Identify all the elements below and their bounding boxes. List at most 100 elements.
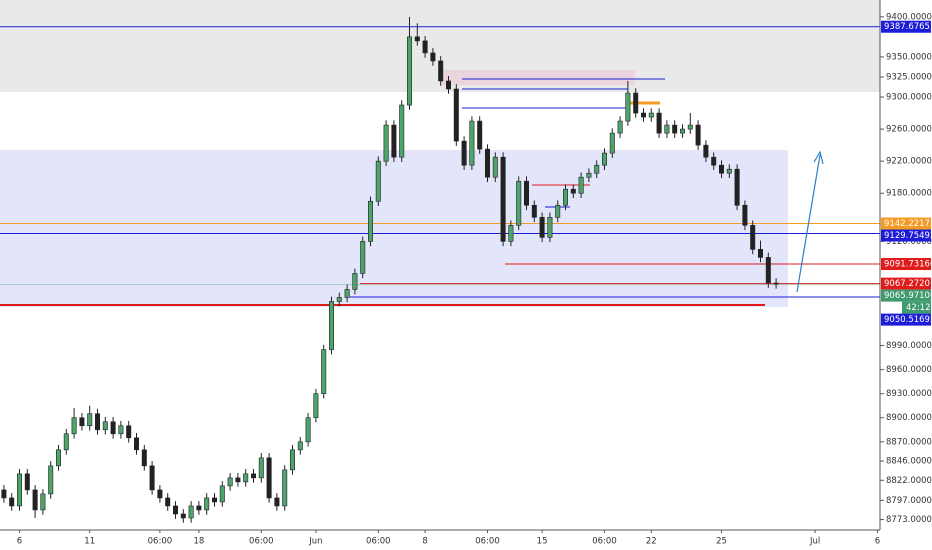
candle-body — [227, 477, 233, 487]
y-tick-label: 9220.00000 — [886, 157, 932, 167]
candle-body — [438, 60, 444, 82]
candle-body — [274, 497, 280, 507]
level-label-box — [881, 20, 931, 33]
candle-body — [594, 164, 600, 174]
candle-body — [63, 433, 69, 451]
candle-body — [141, 449, 147, 467]
candle-body — [391, 124, 397, 158]
candle-body — [48, 465, 54, 495]
y-tick-label: 8870.00000 — [886, 437, 932, 447]
level-label: 9142.22173 — [884, 219, 932, 229]
candle-body — [251, 473, 257, 479]
candle-body — [352, 273, 358, 290]
candle-body — [734, 168, 740, 206]
candle-body — [180, 513, 186, 519]
candle-body — [235, 477, 241, 483]
candle-body — [625, 92, 631, 122]
candle-body — [422, 40, 428, 54]
x-tick-label: 6 — [17, 537, 22, 547]
candle-body — [95, 413, 101, 431]
candle-body — [765, 257, 771, 284]
candle-body — [586, 172, 592, 178]
y-tick-label: 8900.00000 — [886, 413, 932, 423]
x-tick-label: 15 — [537, 537, 548, 547]
candle-body — [383, 124, 389, 162]
candle-body — [212, 497, 218, 503]
candle-body — [578, 176, 584, 194]
level-label-box — [881, 229, 931, 242]
x-tick-label: 06:00 — [475, 537, 500, 547]
candle-body — [157, 489, 163, 499]
candle-body — [134, 437, 140, 451]
x-tick-label: 25 — [716, 537, 727, 547]
candle-body — [695, 124, 701, 146]
candle-body — [461, 140, 467, 166]
y-tick-label: 9120.00000 — [886, 237, 932, 247]
candle-body — [321, 349, 327, 394]
candle-body — [243, 473, 249, 483]
candle-body — [484, 148, 490, 178]
level-label-box — [881, 313, 931, 326]
candle-body — [102, 421, 108, 431]
candle-body — [110, 421, 116, 435]
candle-body — [9, 497, 15, 507]
candle-body — [258, 457, 264, 479]
level-label: 9050.51695 — [884, 315, 932, 325]
candle-body — [313, 393, 319, 419]
candle-body — [305, 417, 311, 443]
x-tick-label: 8 — [422, 537, 427, 547]
candle-body — [703, 144, 709, 158]
candle-body — [633, 92, 639, 114]
candle-body — [55, 449, 61, 467]
candle-body — [219, 485, 225, 503]
candle-body — [757, 249, 763, 258]
candle-body — [773, 282, 779, 285]
y-tick-label: 9300.00000 — [886, 93, 932, 103]
candle-body — [609, 132, 615, 154]
candle-body — [328, 301, 334, 350]
candle-body — [523, 180, 529, 206]
x-tick-label: 11 — [84, 537, 95, 547]
x-tick-label: Jul — [809, 537, 820, 547]
candle-body — [32, 489, 38, 511]
candle-body — [360, 241, 366, 274]
x-tick-label: 22 — [646, 537, 657, 547]
candle-body — [16, 473, 22, 507]
candle-body — [555, 204, 561, 218]
candle-body — [71, 417, 77, 435]
candle-body — [453, 88, 459, 142]
level-label: 9129.75492 — [884, 231, 932, 241]
price-axis — [880, 0, 932, 550]
x-tick-label: Jun — [308, 537, 322, 547]
candle-body — [344, 289, 350, 298]
candle-body — [711, 156, 717, 166]
candle-body — [601, 152, 607, 166]
arrow-head — [813, 150, 824, 165]
candle-body — [40, 493, 46, 511]
range-zone — [0, 150, 788, 307]
x-tick-label: 6 — [875, 537, 880, 547]
candle-body — [656, 112, 662, 134]
candle-body — [445, 80, 451, 90]
candle-body — [664, 124, 670, 134]
y-tick-label: 8990.00000 — [886, 341, 932, 351]
y-tick-label: 9260.00000 — [886, 125, 932, 135]
x-tick-label: 06:00 — [366, 537, 391, 547]
candle-body — [508, 225, 514, 242]
y-tick-label: 8822.00000 — [886, 476, 932, 486]
candle-body — [399, 104, 405, 158]
candle-body — [469, 120, 475, 166]
y-tick-label: 8773.00000 — [886, 515, 932, 525]
candle-body — [297, 441, 303, 451]
level-label: 9091.73160 — [884, 260, 932, 270]
candle-body — [165, 497, 171, 507]
level-label-box — [881, 258, 931, 271]
candle-body — [196, 505, 202, 511]
level-label: 9065.97100 — [884, 291, 932, 301]
candle-body — [687, 124, 693, 130]
candle-body — [547, 216, 553, 238]
arrow — [796, 154, 821, 293]
candle-body — [414, 36, 420, 42]
candle-body — [617, 120, 623, 134]
candle-body — [726, 168, 732, 174]
